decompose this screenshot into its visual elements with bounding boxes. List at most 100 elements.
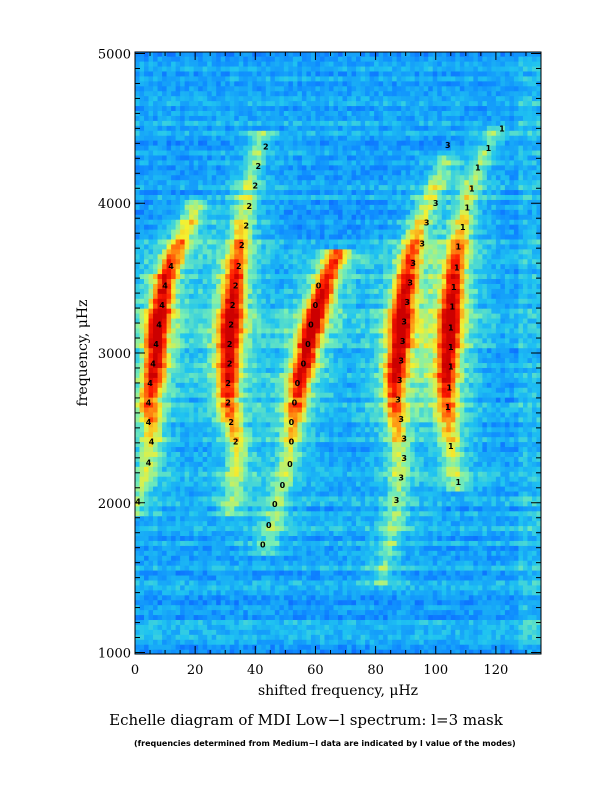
heatmap-cell xyxy=(261,535,267,541)
heatmap-cell xyxy=(464,426,470,433)
heatmap-cell xyxy=(157,471,163,477)
heatmap-cell xyxy=(202,392,208,398)
heatmap-cell xyxy=(428,649,434,654)
heatmap-cell xyxy=(135,510,141,517)
heatmap-cell xyxy=(202,540,208,546)
heatmap-cell xyxy=(351,505,357,512)
heatmap-cell xyxy=(396,436,402,443)
heatmap-cell xyxy=(198,461,204,467)
heatmap-cell xyxy=(468,476,474,482)
heatmap-cell xyxy=(392,530,398,536)
heatmap-cell xyxy=(211,392,217,398)
heatmap-cell xyxy=(360,614,366,621)
heatmap-cell xyxy=(338,599,344,606)
heatmap-cell xyxy=(333,545,339,551)
heatmap-cell xyxy=(401,540,407,546)
heatmap-cell xyxy=(410,619,416,625)
heatmap-cell xyxy=(162,574,168,581)
heatmap-cell xyxy=(477,505,483,512)
heatmap-cell xyxy=(148,619,154,625)
heatmap-cell xyxy=(536,461,541,467)
heatmap-cell xyxy=(383,540,389,546)
heatmap-cell xyxy=(464,382,470,388)
heatmap-cell xyxy=(333,436,339,443)
heatmap-cell xyxy=(301,401,308,408)
heatmap-cell xyxy=(270,495,276,502)
heatmap-cell xyxy=(162,589,168,596)
heatmap-cell xyxy=(139,569,145,576)
heatmap-cell xyxy=(500,624,506,630)
heatmap-cell xyxy=(274,485,280,492)
heatmap-cell xyxy=(297,426,303,433)
heatmap-cell xyxy=(428,545,434,551)
heatmap-cell xyxy=(324,540,330,546)
heatmap-cell xyxy=(365,510,371,517)
heatmap-cell xyxy=(220,525,226,532)
heatmap-cell xyxy=(216,579,222,586)
heatmap-cell xyxy=(527,634,533,640)
heatmap-cell xyxy=(157,461,163,467)
heatmap-cell xyxy=(238,634,244,640)
heatmap-cell xyxy=(252,495,258,502)
heatmap-cell xyxy=(491,515,497,522)
heatmap-cell xyxy=(243,550,249,556)
heatmap-cell xyxy=(441,619,447,625)
heatmap-cell xyxy=(265,584,271,591)
heatmap-cell xyxy=(319,471,326,477)
heatmap-cell xyxy=(437,431,443,438)
heatmap-cell xyxy=(342,436,348,443)
heatmap-cell xyxy=(432,639,438,645)
heatmap-cell xyxy=(144,565,150,571)
heatmap-cell xyxy=(301,436,308,443)
heatmap-cell xyxy=(283,490,289,497)
heatmap-cell xyxy=(477,476,483,482)
heatmap-cell xyxy=(401,387,407,393)
heatmap-cell xyxy=(220,451,226,457)
heatmap-cell xyxy=(243,619,249,625)
heatmap-cell xyxy=(410,594,416,601)
heatmap-cell xyxy=(356,441,362,448)
heatmap-cell xyxy=(419,456,425,462)
heatmap-cell xyxy=(333,387,339,393)
heatmap-cell xyxy=(464,530,470,536)
heatmap-cell xyxy=(347,604,353,611)
heatmap-cell xyxy=(270,584,276,591)
heatmap-cell xyxy=(414,387,420,393)
heatmap-cell xyxy=(446,456,452,462)
heatmap-cell xyxy=(405,555,411,561)
heatmap-cell xyxy=(319,649,326,654)
heatmap-cell xyxy=(360,599,366,606)
heatmap-cell xyxy=(153,481,159,487)
heatmap-cell xyxy=(500,609,506,616)
heatmap-cell xyxy=(288,540,294,546)
heatmap-cell xyxy=(338,426,344,433)
heatmap-cell xyxy=(342,560,348,566)
heatmap-cell xyxy=(351,525,357,532)
heatmap-cell xyxy=(504,555,511,561)
heatmap-cell xyxy=(175,505,181,512)
heatmap-cell xyxy=(347,649,353,654)
heatmap-cell xyxy=(189,441,195,448)
heatmap-cell xyxy=(261,387,267,393)
heatmap-cell xyxy=(513,629,520,635)
heatmap-cell xyxy=(261,644,267,650)
heatmap-cell xyxy=(531,411,538,418)
heatmap-cell xyxy=(405,649,411,654)
heatmap-cell xyxy=(504,629,511,635)
heatmap-cell xyxy=(513,644,520,650)
heatmap-cell xyxy=(468,614,474,621)
heatmap-cell xyxy=(351,485,357,492)
heatmap-cell xyxy=(247,416,253,423)
heatmap-cell xyxy=(175,471,181,477)
heatmap-cell xyxy=(522,446,529,452)
heatmap-cell xyxy=(482,476,488,482)
heatmap-cell xyxy=(428,446,434,452)
heatmap-cell xyxy=(238,604,244,611)
heatmap-cell xyxy=(446,466,452,472)
heatmap-cell xyxy=(500,550,506,556)
heatmap-cell xyxy=(428,471,434,477)
heatmap-cell xyxy=(148,461,154,467)
heatmap-cell xyxy=(428,565,434,571)
heatmap-cell xyxy=(482,624,488,630)
